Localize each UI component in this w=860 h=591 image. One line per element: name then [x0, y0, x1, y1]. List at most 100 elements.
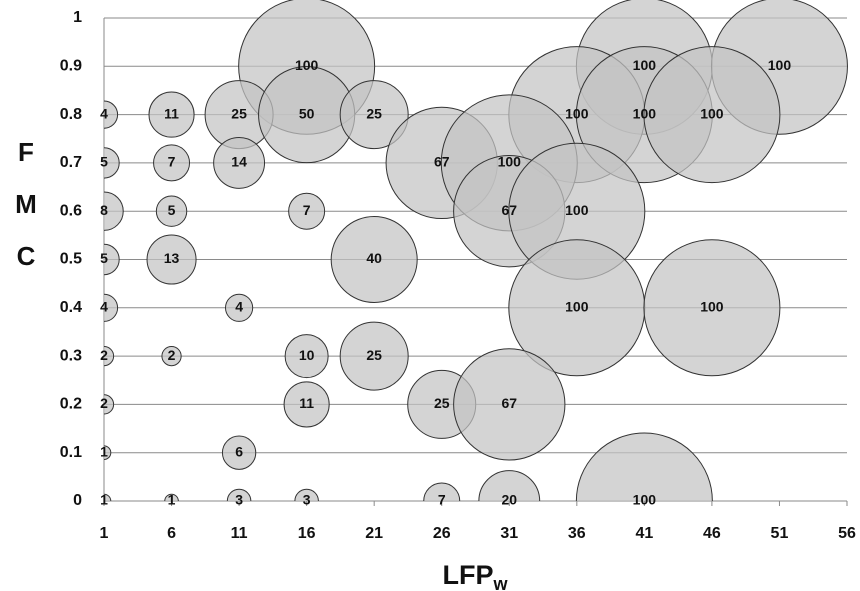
data-label: 4 — [100, 299, 108, 315]
bubble — [423, 482, 461, 501]
x-tick-label: 1 — [100, 525, 109, 542]
bubble — [221, 435, 257, 470]
data-label: 25 — [231, 105, 247, 121]
bubble — [148, 91, 195, 138]
bubble — [164, 493, 179, 501]
data-label: 25 — [366, 347, 382, 363]
bubble — [226, 488, 252, 501]
data-label: 100 — [498, 154, 522, 170]
x-tick-label: 31 — [500, 525, 518, 542]
data-label: 4 — [235, 299, 243, 315]
x-tick-label: 11 — [231, 525, 248, 542]
y-tick-label: 0.4 — [60, 299, 82, 316]
data-label: 20 — [501, 492, 517, 508]
data-label: 67 — [434, 154, 450, 170]
x-tick-label: 46 — [703, 525, 721, 542]
bubble — [643, 239, 781, 377]
x-axis-title-subscript: w — [492, 574, 508, 591]
bubble — [284, 334, 329, 379]
data-label: 5 — [100, 154, 108, 170]
data-label: 100 — [700, 105, 724, 121]
bubble — [104, 293, 119, 322]
data-label: 67 — [501, 395, 517, 411]
data-label: 100 — [633, 492, 657, 508]
x-tick-label: 51 — [771, 525, 789, 542]
bubble — [153, 144, 191, 182]
data-label: 5 — [100, 250, 108, 266]
data-label: 100 — [633, 105, 657, 121]
y-tick-label: 0.6 — [60, 202, 82, 219]
bubble — [478, 470, 541, 501]
bubble — [104, 345, 115, 367]
y-tick-label: 0.7 — [60, 154, 82, 171]
data-label: 25 — [366, 105, 382, 121]
bubble — [643, 46, 781, 184]
data-label: 3 — [235, 492, 243, 508]
x-axis-title-main: LFP — [442, 560, 493, 590]
data-label: 25 — [434, 395, 450, 411]
y-axis-title: FMC — [11, 137, 41, 293]
x-tick-label: 56 — [838, 525, 856, 542]
x-tick-label: 41 — [635, 525, 653, 542]
bubble — [104, 493, 112, 501]
x-tick-label: 16 — [298, 525, 316, 542]
data-label: 11 — [299, 395, 314, 411]
bubble — [224, 293, 254, 322]
bubble — [104, 243, 120, 276]
x-axis-title: LFPw — [442, 560, 508, 591]
bubble — [155, 195, 188, 227]
bubble — [213, 136, 266, 189]
y-tick-label: 0.8 — [60, 106, 82, 123]
data-label: 100 — [565, 299, 589, 315]
y-tick-label: 0 — [73, 492, 82, 509]
bubbles — [104, 0, 848, 501]
data-label: 100 — [565, 202, 589, 218]
data-label: 67 — [501, 202, 517, 218]
data-label: 2 — [100, 347, 108, 363]
bubble — [339, 80, 409, 150]
bubble — [104, 191, 124, 231]
data-label: 100 — [295, 57, 319, 73]
x-tick-label: 21 — [365, 525, 383, 542]
data-label: 4 — [100, 105, 108, 121]
data-label: 14 — [231, 154, 247, 170]
data-label: 100 — [700, 299, 724, 315]
data-label: 10 — [299, 347, 315, 363]
data-label: 50 — [299, 105, 315, 121]
bubble — [146, 234, 197, 285]
data-label: 40 — [366, 250, 382, 266]
data-label: 7 — [303, 202, 311, 218]
bubble — [161, 345, 182, 367]
bubble — [575, 432, 713, 501]
data-label: 1 — [100, 443, 108, 459]
data-label: 1 — [100, 492, 108, 508]
data-label: 6 — [235, 443, 243, 459]
bubble — [294, 488, 319, 501]
y-tick-label: 1 — [73, 9, 82, 26]
bubble — [339, 321, 409, 391]
data-label: 11 — [164, 105, 179, 121]
x-tick-label: 26 — [433, 525, 451, 542]
x-tick-label: 36 — [568, 525, 586, 542]
bubble — [104, 445, 112, 460]
data-label: 3 — [303, 492, 311, 508]
data-label: 5 — [168, 202, 176, 218]
data-label: 2 — [100, 395, 108, 411]
y-tick-label: 0.2 — [60, 396, 82, 413]
bubble — [104, 100, 119, 129]
y-tick-label: 0.1 — [60, 444, 82, 461]
y-tick-label: 0.5 — [60, 251, 82, 268]
bubble — [283, 381, 330, 428]
data-label: 7 — [438, 492, 446, 508]
bubble — [104, 147, 120, 179]
bubble — [453, 348, 566, 461]
data-label: 13 — [164, 250, 180, 266]
bubble — [330, 215, 418, 304]
data-label: 100 — [768, 57, 792, 73]
data-label: 2 — [168, 347, 176, 363]
data-label: 1 — [168, 492, 176, 508]
data-label: 100 — [633, 57, 657, 73]
data-label: 8 — [100, 202, 108, 218]
